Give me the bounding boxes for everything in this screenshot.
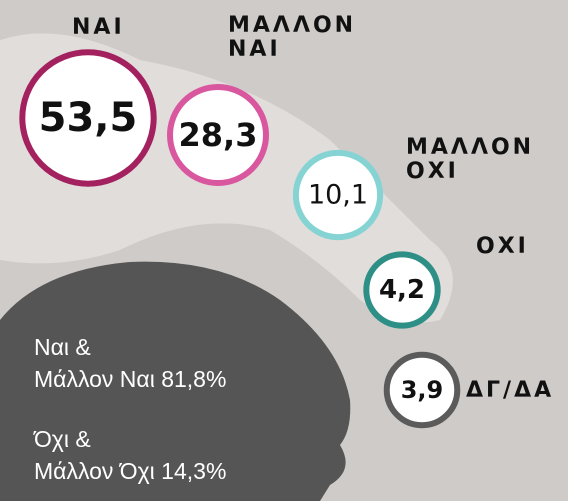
category-label: ΜΑΛΛΟΝ ΝΑΙ [228,13,357,62]
annotation-line: Ναι & [34,334,91,360]
category-label: ΝΑΙ [72,15,125,40]
annotation-line: Όχι & [34,426,91,452]
value-label: 4,2 [379,275,425,305]
annotation-line: Μάλλον Ναι 81,8% [34,366,227,392]
bubble [383,351,461,429]
category-label: ΔΓ/ΔΑ [466,378,555,403]
value-label: 28,3 [179,116,258,154]
bubble [19,49,157,187]
bubble [363,251,441,329]
head-silhouette [0,261,351,501]
bubble [167,84,269,186]
value-label: 10,1 [308,180,368,211]
value-label: 3,9 [401,376,444,404]
annotation-line: Μάλλον Όχι 14,3% [34,458,227,484]
category-label: ΜΑΛΛΟΝ ΟΧΙ [406,135,535,184]
bubble [292,149,384,241]
category-label: ΟΧΙ [476,234,529,259]
value-label: 53,5 [39,95,138,141]
